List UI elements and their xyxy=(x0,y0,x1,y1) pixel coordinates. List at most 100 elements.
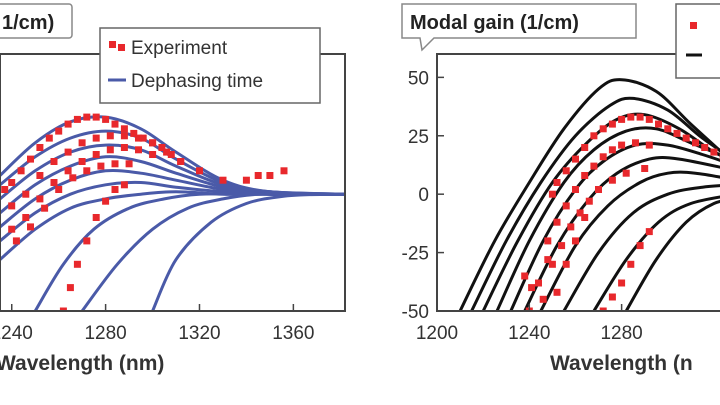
experiment-point xyxy=(544,237,552,245)
experiment-point xyxy=(111,120,119,128)
experiment-point xyxy=(590,162,598,170)
experiment-point xyxy=(27,155,34,163)
right-y-axis: 50 25 0 -25 -50 xyxy=(402,68,444,323)
experiment-point xyxy=(608,120,616,128)
experiment-point xyxy=(83,167,91,175)
experiment-point xyxy=(1,186,9,193)
experiment-point xyxy=(64,167,72,175)
experiment-point xyxy=(8,179,16,186)
experiment-point xyxy=(562,167,570,175)
experiment-point xyxy=(548,260,556,268)
experiment-point xyxy=(581,172,589,179)
experiment-point xyxy=(36,144,44,151)
left-legend: Experiment Dephasing time xyxy=(99,27,321,104)
experiment-point xyxy=(196,167,203,175)
experiment-point xyxy=(521,272,529,280)
experiment-point xyxy=(682,134,690,142)
legend-experiment-label: Experiment xyxy=(131,38,228,59)
experiment-point xyxy=(97,162,105,170)
experiment-point xyxy=(125,160,133,168)
experiment-point xyxy=(627,113,635,121)
experiment-point xyxy=(120,132,128,140)
left-x-axis-label: Wavelength (nm) xyxy=(0,352,164,375)
fit-curve xyxy=(470,96,720,311)
experiment-point xyxy=(608,176,616,184)
y-tick-label: -25 xyxy=(402,244,429,265)
experiment-point xyxy=(242,176,250,184)
experiment-point xyxy=(92,134,100,142)
experiment-point xyxy=(581,144,589,151)
experiment-point xyxy=(618,115,626,123)
experiment-point xyxy=(111,186,119,193)
experiment-point xyxy=(567,223,575,231)
fit-curve xyxy=(592,195,720,311)
experiment-point xyxy=(618,141,626,149)
left-title-box: 1/cm) xyxy=(0,3,73,39)
experiment-point xyxy=(553,179,561,186)
experiment-point xyxy=(701,144,709,151)
experiment-point xyxy=(254,172,262,179)
experiment-point xyxy=(692,139,699,147)
experiment-point xyxy=(66,284,74,292)
experiment-point xyxy=(158,144,166,151)
experiment-point xyxy=(177,158,185,165)
experiment-point xyxy=(608,146,616,154)
experiment-point xyxy=(45,134,53,142)
right-legend-frame xyxy=(675,3,720,79)
right-legend xyxy=(675,3,720,79)
experiment-point xyxy=(92,214,100,221)
experiment-point xyxy=(558,242,566,250)
experiment-point xyxy=(55,127,63,135)
experiment-point xyxy=(50,158,58,165)
experiment-point xyxy=(106,146,114,154)
experiment-point xyxy=(8,202,16,210)
experiment-point xyxy=(590,132,598,140)
experiment-point xyxy=(64,148,72,156)
fit-curve xyxy=(523,156,720,311)
left-title-frame xyxy=(0,3,73,39)
right-x-axis: 1200 1240 1280 xyxy=(416,304,643,344)
experiment-point xyxy=(636,113,644,121)
experiment-point xyxy=(599,307,607,311)
experiment-point xyxy=(710,148,718,156)
experiment-point xyxy=(73,260,81,268)
experiment-point xyxy=(22,190,30,198)
experiment-point xyxy=(135,146,142,154)
experiment-point xyxy=(149,139,157,147)
left-chart-title: 1/cm) xyxy=(2,12,54,34)
left-legend-frame xyxy=(99,27,321,104)
experiment-point xyxy=(78,158,86,165)
experiment-point xyxy=(149,151,157,158)
experiment-point xyxy=(645,141,653,149)
right-title-box: Modal gain (1/cm) xyxy=(401,3,637,52)
experiment-point xyxy=(135,134,142,142)
experiment-point xyxy=(581,214,589,221)
experiment-point xyxy=(655,120,662,128)
experiment-point xyxy=(599,153,607,161)
experiment-point xyxy=(12,237,20,245)
experiment-point xyxy=(562,202,570,210)
experiment-point xyxy=(167,151,175,158)
experiment-point xyxy=(36,195,44,203)
experiment-point xyxy=(572,237,579,245)
experiment-point xyxy=(608,293,616,301)
right-chart: 50 25 0 -25 -50 1200 1240 1280 Modal gain (1/c… xyxy=(401,3,720,375)
right-chart-title: Modal gain (1/cm) xyxy=(410,12,579,34)
experiment-point xyxy=(27,223,34,231)
experiment-point xyxy=(266,172,274,179)
experiment-point xyxy=(41,204,49,212)
experiment-point xyxy=(572,186,579,193)
experiment-point xyxy=(539,295,547,303)
experiment-point xyxy=(280,167,288,175)
experiment-point xyxy=(572,155,579,163)
experiment-point xyxy=(645,228,653,236)
experiment-point xyxy=(622,169,630,177)
right-x-axis-label: Wavelength (n xyxy=(550,352,693,375)
experiment-point xyxy=(576,209,584,217)
experiment-point xyxy=(641,165,649,172)
experiment-point xyxy=(59,307,67,311)
right-fit-curves xyxy=(458,78,720,311)
right-plot-frame xyxy=(436,53,720,312)
x-tick-label: 1200 xyxy=(416,323,458,344)
